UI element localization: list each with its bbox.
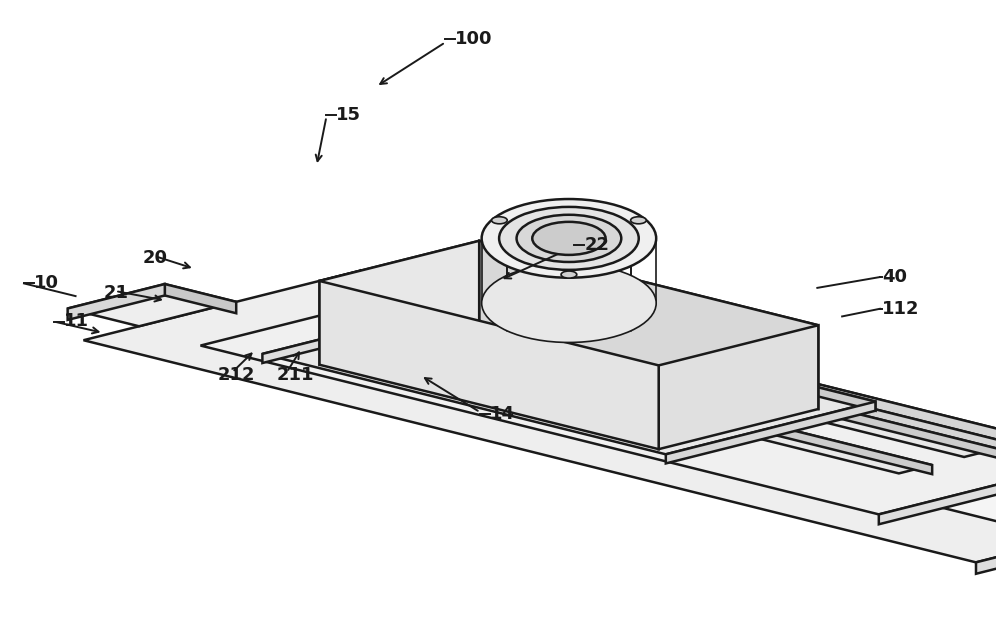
Ellipse shape [517,215,621,262]
Text: 11: 11 [64,312,89,331]
Polygon shape [361,323,932,474]
Text: 40: 40 [882,268,907,286]
Polygon shape [976,493,1000,574]
Polygon shape [479,241,818,409]
Polygon shape [165,284,236,313]
Ellipse shape [532,222,606,255]
Polygon shape [84,271,1000,563]
Polygon shape [432,331,552,361]
Polygon shape [320,241,818,365]
Polygon shape [879,462,1000,524]
Polygon shape [666,402,875,464]
Ellipse shape [499,207,639,270]
Polygon shape [426,307,997,458]
Text: 22: 22 [584,237,609,255]
Polygon shape [68,284,165,320]
Text: 211: 211 [277,367,314,385]
Ellipse shape [631,217,646,224]
Polygon shape [978,468,1000,637]
Polygon shape [393,307,997,457]
Polygon shape [659,325,818,449]
Polygon shape [472,301,875,411]
Ellipse shape [482,199,656,278]
Polygon shape [361,271,1000,504]
Polygon shape [328,323,932,473]
Polygon shape [881,468,1000,643]
Polygon shape [328,323,361,340]
Ellipse shape [561,271,577,278]
Polygon shape [68,284,236,326]
Text: 14: 14 [490,404,515,422]
Ellipse shape [492,217,507,224]
Polygon shape [262,301,472,363]
Polygon shape [201,293,1000,514]
Polygon shape [262,301,875,455]
Text: 100: 100 [455,30,493,48]
Polygon shape [320,281,659,449]
Text: 20: 20 [143,249,168,267]
Polygon shape [426,319,504,350]
Text: 212: 212 [217,367,255,385]
Text: 10: 10 [34,275,59,293]
Polygon shape [474,331,552,361]
Ellipse shape [482,264,656,343]
Text: 112: 112 [882,300,919,318]
Text: 21: 21 [103,284,128,302]
Polygon shape [384,319,504,349]
Polygon shape [320,241,479,365]
Polygon shape [409,293,1000,472]
Text: 15: 15 [336,106,361,124]
Polygon shape [393,307,426,324]
